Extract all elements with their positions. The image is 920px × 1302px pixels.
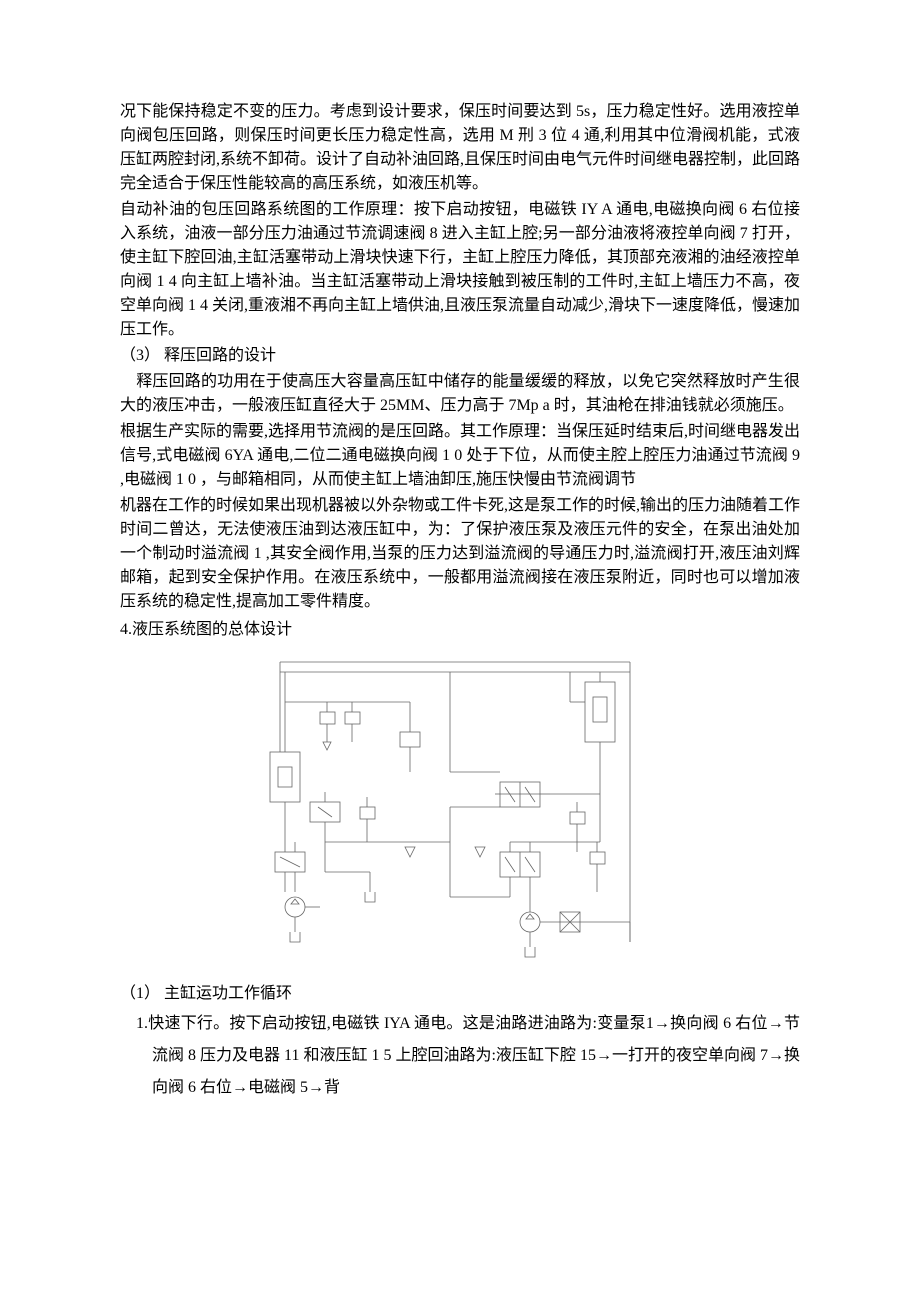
paragraph-4: 根据生产实际的需要,选择用节流阀的是压回路。其工作原理：当保压延时结束后,时间继…: [120, 420, 800, 492]
paragraph-2: 自动补油的包压回路系统图的工作原理：按下启动按钮，电磁铁 IY A 通电,电磁换…: [120, 198, 800, 342]
list-item-1: 1. 快速下行。按下启动按钮,电磁铁 IYA 通电。这是油路进油路为:变量泵1→…: [120, 1008, 800, 1104]
paragraph-3: 释压回路的功用在于使高压大容量高压缸中储存的能量缓缓的释放，以免它突然释放时产生…: [120, 370, 800, 418]
paragraph-1: 况下能保持稳定不变的压力。考虑到设计要求，保压时间要达到 5s，压力稳定性好。选…: [120, 100, 800, 196]
section-3-title: （3） 释压回路的设计: [120, 344, 800, 368]
list-text: 快速下行。按下启动按钮,电磁铁 IYA 通电。这是油路进油路为:变量泵1→换向阀…: [148, 1015, 800, 1096]
hydraulic-diagram-container: [100, 652, 800, 972]
paragraph-5: 机器在工作的时候如果出现机器被以外杂物或工件卡死,这是泵工作的时候,输出的压力油…: [120, 494, 800, 614]
section-1-title: （1） 主缸运功工作循环: [120, 982, 800, 1006]
section-4-title: 4.液压系统图的总体设计: [120, 618, 800, 642]
hydraulic-system-diagram: [250, 652, 650, 972]
list-number: 1.: [136, 1008, 148, 1040]
